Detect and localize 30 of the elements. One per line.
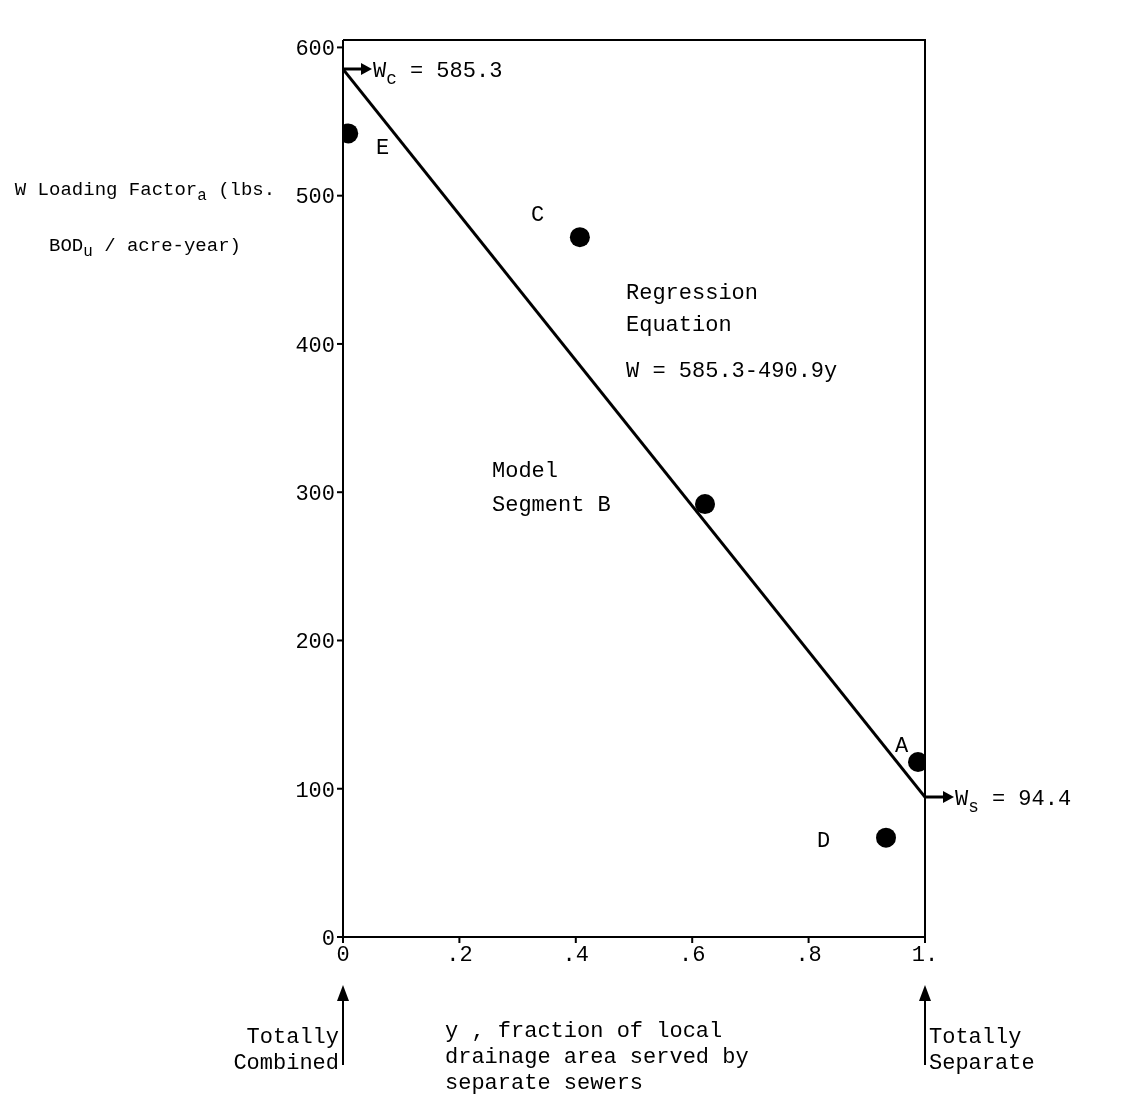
annotation: D — [817, 829, 831, 855]
annotation: W$_{c}$ = 585.3 — [373, 59, 503, 90]
y-tick-label: 400 — [295, 333, 335, 359]
text: W Loading Factor$_{a}$ (lbs. BOD$_{u}$ / acre-year) — [14, 179, 276, 261]
annotation: E — [376, 136, 390, 162]
annotation: A — [895, 734, 909, 760]
y-tick-label: 600 — [295, 37, 335, 63]
point — [695, 494, 715, 515]
annotation: Segment B — [492, 493, 611, 519]
y-tick-label: 100 — [295, 778, 335, 804]
annotation: Regression — [626, 281, 759, 307]
y-tick-label: 200 — [295, 630, 335, 656]
x-tick-label: .8 — [795, 942, 822, 968]
text: Totally Separate — [929, 1025, 1036, 1077]
annotation: W$_{s}$ = 94.4 — [955, 787, 1072, 818]
text: Totally Combined — [232, 1025, 339, 1077]
x-tick-label: .4 — [562, 942, 589, 968]
point — [569, 227, 590, 248]
y-tick-label: 300 — [295, 482, 335, 508]
point — [876, 827, 897, 848]
annotation: Equation — [626, 313, 732, 339]
y-tick-label: 500 — [295, 185, 335, 211]
annotation: W = 585.3-490.9y — [626, 359, 838, 385]
y-tick-label: 0 — [321, 926, 335, 952]
annotation: C — [531, 203, 545, 229]
annotation: Model — [492, 459, 559, 485]
x-tick-label: .6 — [679, 942, 706, 968]
x-axis-title: y , fraction of local drainage area served by separate sewers — [445, 1019, 750, 1097]
x-tick-label: 1. — [911, 942, 939, 968]
x-tick-label: .2 — [446, 942, 473, 968]
